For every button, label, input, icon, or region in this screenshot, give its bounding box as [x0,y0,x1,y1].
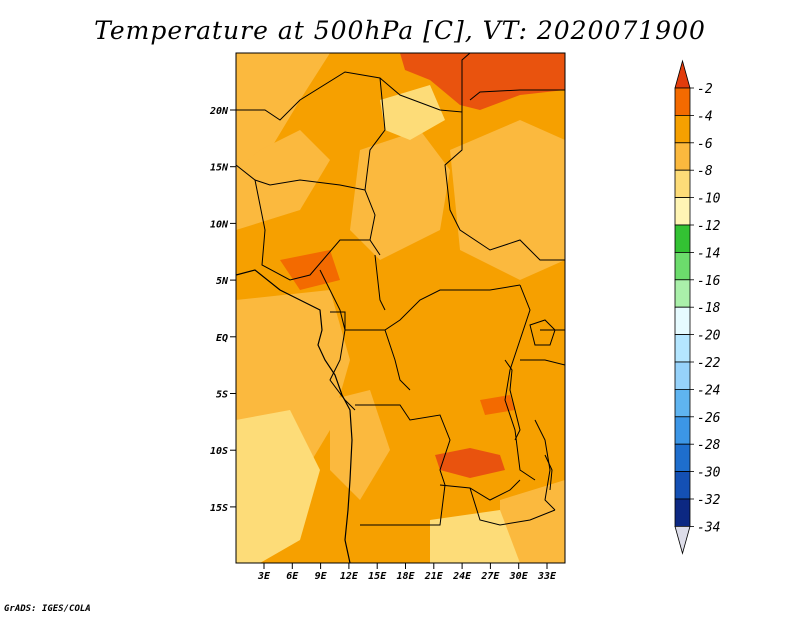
field-region-south-yellow [430,510,520,563]
boundary-egypt-sudan [469,89,565,101]
colorbar-label: -8 [697,164,713,179]
field-region-warm-north [400,53,565,110]
colorbar-segment [674,388,691,418]
colorbar-label: -22 [697,356,721,371]
colorbar-segment [674,334,691,363]
colorbar: -2 -4 -6 -8 -10 -12 -14 -16 -18 -20 -22 -24 -26 -28 -3… [674,59,721,555]
boundary-gabon [329,329,356,411]
map-frame [235,52,566,564]
colorbar-label: -12 [697,219,721,234]
colorbar-label: -26 [697,411,721,426]
boundary-eq-guinea [330,311,346,330]
colorbar-bottom-arrow [674,526,691,555]
lat-tick-label: 15N [210,163,229,174]
colorbar-segment [674,279,691,308]
colorbar-segment [674,115,691,144]
colorbar-label: -30 [697,466,721,481]
lat-tick-label: 5S [216,390,228,401]
longitude-axis: 3E 6E 9E 12E 15E 18E 21E 24E 27E 30E 33E [257,563,557,582]
country-boundaries [236,53,565,563]
lake-victoria [529,319,556,346]
lat-tick-label: 5N [216,276,229,287]
boundary-congo [384,329,411,391]
lon-tick-label: 21E [424,571,444,582]
grads-credit: GrADS: IGES/COLA [4,604,91,614]
field-region-yellow-north [380,85,445,140]
temperature-field [236,53,565,563]
colorbar-label: -16 [697,274,721,289]
colorbar-segment [674,251,691,281]
lat-tick-label: 10N [210,219,229,230]
lake-malawi [544,454,553,491]
boundary-malawi [534,419,556,511]
boundary-nigeria-cameroon [254,179,370,281]
colorbar-label: -10 [697,192,721,207]
colorbar-label: -4 [697,109,713,124]
lon-tick-label: 24E [452,571,472,582]
colorbar-segment [674,87,691,116]
field-region-chad [350,130,450,260]
colorbar-segment [674,197,691,226]
field-region-warm-patch-east [480,395,515,415]
lon-tick-label: 9E [315,571,328,582]
colorbar-label: -2 [697,82,713,97]
lon-tick-label: 3E [257,571,271,582]
lon-tick-label: 27E [480,571,500,582]
colorbar-label: -32 [697,493,721,508]
colorbar-label: -14 [697,246,720,261]
colorbar-top-arrow [674,59,691,89]
lat-tick-label: 15S [210,503,228,514]
colorbar-segment [674,471,691,500]
colorbar-segment [674,142,691,171]
field-region-nw [236,53,330,170]
field-region-se [500,480,565,563]
boundary-zimbabwe [469,487,556,526]
boundary-car [319,269,521,331]
lon-tick-label: 6E [286,571,299,582]
lon-tick-label: 12E [340,571,359,582]
lon-tick-label: 15E [368,571,387,582]
field-region-ocean-sw [236,410,320,563]
map-title: Temperature at 500hPa [C], VT: 202007190… [94,16,706,45]
lat-tick-label: 10S [210,446,228,457]
lon-tick-label: 30E [509,571,529,582]
field-region-angola-coast [330,390,390,500]
lon-tick-label: 33E [537,571,557,582]
latitude-axis: 20N 15N 10N 5N EQ 5S 10S 15S [209,106,236,514]
boundary-angola [355,404,451,526]
colorbar-label: -28 [697,438,721,453]
colorbar-segment [674,498,691,527]
colorbar-label: -20 [697,329,721,344]
colorbar-label: -18 [697,301,721,316]
colorbar-label: -34 [697,520,720,535]
colorbar-segment [674,416,691,445]
boundary-car-cameroon [374,254,386,311]
colorbar-segment [674,169,691,198]
colorbar-segment [674,224,691,253]
colorbar-segment [674,306,691,336]
boundary-drc-east [504,284,536,481]
field-region-warm-patch-south [435,448,505,478]
field-region-sudan [450,120,565,280]
boundary-nigeria-north [236,164,366,191]
boundary-zambia [439,479,521,501]
lake-tanganyika [504,359,521,441]
lat-tick-label: EQ [216,333,228,344]
colorbar-label: -6 [697,137,713,152]
boundary-tanzania-north [520,359,565,366]
colorbar-segment [674,443,691,473]
lat-tick-label: 20N [209,106,229,117]
colorbar-label: -24 [697,383,720,398]
boundary-chad-sudan [444,112,565,261]
coastline-west [236,269,353,563]
lon-tick-label: 18E [396,571,415,582]
colorbar-segment [674,361,691,390]
